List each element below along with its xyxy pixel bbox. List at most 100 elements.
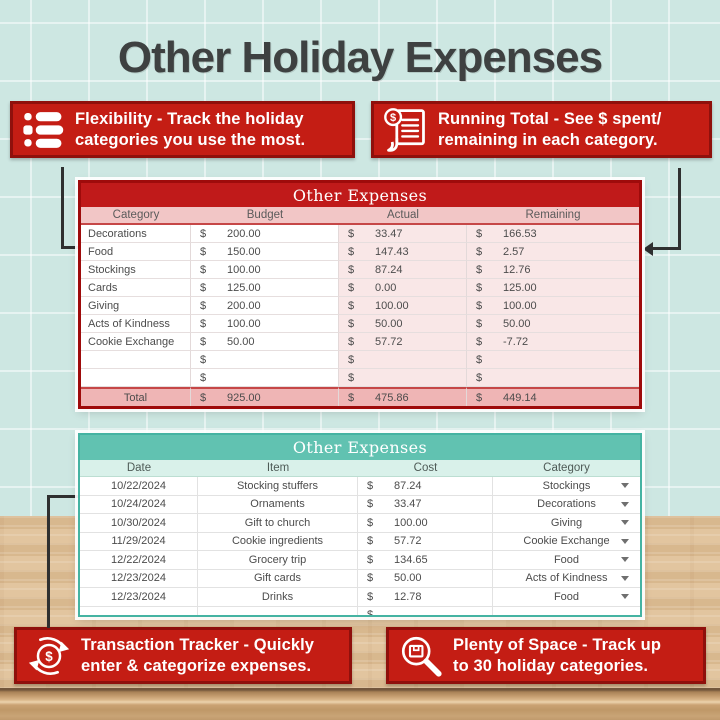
cell-actual[interactable]: $87.24: [339, 261, 467, 279]
dropdown-arrow-icon[interactable]: [621, 501, 629, 507]
cell-category[interactable]: Giving: [81, 297, 191, 315]
cell-budget[interactable]: $: [191, 369, 339, 387]
budget-summary-table: Other Expenses Category Budget Actual Re…: [78, 180, 642, 409]
currency-symbol: $: [200, 353, 207, 366]
cell-budget[interactable]: $200.00: [191, 225, 339, 243]
total-actual[interactable]: $475.86: [339, 387, 467, 406]
cell-tx-item[interactable]: Stocking stuffers: [198, 477, 358, 496]
cell-remaining[interactable]: $12.76: [467, 261, 639, 279]
cell-category[interactable]: Cards: [81, 279, 191, 297]
cell-tx-date[interactable]: 12/23/2024: [80, 588, 198, 607]
cell-remaining[interactable]: $2.57: [467, 243, 639, 261]
cell-tx-cost[interactable]: $57.72: [358, 532, 493, 551]
cell-actual[interactable]: $33.47: [339, 225, 467, 243]
callout-plenty-of-space-line1: Plenty of Space - Track up: [453, 636, 661, 655]
cell-budget[interactable]: $150.00: [191, 243, 339, 261]
cell-tx-cost[interactable]: $50.00: [358, 569, 493, 588]
cell-category[interactable]: Acts of Kindness: [81, 315, 191, 333]
callout-transaction-tracker-line2: enter & categorize expenses.: [81, 656, 312, 675]
budget-row: Cards $125.00 $0.00 $125.00: [81, 279, 639, 297]
cell-actual[interactable]: $57.72: [339, 333, 467, 351]
cell-tx-cost[interactable]: $33.47: [358, 495, 493, 514]
cell-tx-item[interactable]: Ornaments: [198, 495, 358, 514]
cell-category[interactable]: [81, 351, 191, 369]
cell-tx-date[interactable]: 10/24/2024: [80, 495, 198, 514]
amount: 100.00: [227, 317, 261, 330]
amount: 100.00: [394, 516, 428, 529]
cell-tx-category[interactable]: Decorations: [493, 495, 640, 514]
cell-tx-item[interactable]: [198, 606, 358, 615]
cell-tx-item[interactable]: Gift to church: [198, 514, 358, 533]
cell-tx-category[interactable]: Cookie Exchange: [493, 532, 640, 551]
cell-category[interactable]: Stockings: [81, 261, 191, 279]
dropdown-arrow-icon[interactable]: [621, 557, 629, 563]
cell-category[interactable]: [81, 369, 191, 387]
budget-table-title: Other Expenses: [81, 183, 639, 207]
cell-tx-cost[interactable]: $87.24: [358, 477, 493, 496]
cell-tx-date[interactable]: 11/29/2024: [80, 532, 198, 551]
currency-symbol: $: [200, 317, 207, 330]
cell-remaining[interactable]: $125.00: [467, 279, 639, 297]
amount: 147.43: [375, 245, 409, 258]
cell-remaining[interactable]: $100.00: [467, 297, 639, 315]
cell-budget[interactable]: $200.00: [191, 297, 339, 315]
total-budget[interactable]: $925.00: [191, 387, 339, 406]
cell-actual[interactable]: $50.00: [339, 315, 467, 333]
budget-total-row: Total $925.00 $475.86 $449.14: [81, 387, 639, 406]
cell-actual[interactable]: $0.00: [339, 279, 467, 297]
cell-category[interactable]: Cookie Exchange: [81, 333, 191, 351]
cell-budget[interactable]: $100.00: [191, 315, 339, 333]
cell-tx-category[interactable]: Food: [493, 588, 640, 607]
cell-tx-date[interactable]: 12/22/2024: [80, 551, 198, 570]
currency-symbol: $: [367, 535, 374, 548]
dropdown-arrow-icon[interactable]: [621, 483, 629, 489]
cell-tx-category[interactable]: Acts of Kindness: [493, 569, 640, 588]
cell-tx-cost[interactable]: $12.78: [358, 588, 493, 607]
transaction-row: 12/23/2024 Gift cards $50.00 Acts of Kindne…: [80, 569, 640, 588]
cell-budget[interactable]: $: [191, 351, 339, 369]
cell-tx-category[interactable]: Stockings: [493, 477, 640, 496]
dropdown-arrow-icon[interactable]: [621, 575, 629, 581]
cell-tx-item[interactable]: Drinks: [198, 588, 358, 607]
cell-actual[interactable]: $: [339, 369, 467, 387]
cell-tx-date[interactable]: 10/22/2024: [80, 477, 198, 496]
cell-tx-item[interactable]: Grocery trip: [198, 551, 358, 570]
callout-running-total: $ Running Total - See $ spent/ remaining…: [371, 101, 712, 158]
currency-symbol: $: [348, 245, 355, 258]
cell-tx-category[interactable]: Food: [493, 551, 640, 570]
dollar-cycle-icon: $: [28, 636, 70, 675]
cell-remaining[interactable]: $166.53: [467, 225, 639, 243]
cell-tx-date[interactable]: 10/30/2024: [80, 514, 198, 533]
cell-tx-cost[interactable]: $134.65: [358, 551, 493, 570]
cell-tx-category[interactable]: [493, 606, 640, 615]
cell-tx-item[interactable]: Cookie ingredients: [198, 532, 358, 551]
total-remaining[interactable]: $449.14: [467, 387, 639, 406]
cell-remaining[interactable]: $ -7.72: [467, 333, 639, 351]
cell-budget[interactable]: $50.00: [191, 333, 339, 351]
currency-symbol: $: [367, 516, 374, 529]
cell-budget[interactable]: $100.00: [191, 261, 339, 279]
transaction-row: 10/22/2024 Stocking stuffers $87.24 Stockin…: [80, 477, 640, 496]
dropdown-arrow-icon[interactable]: [621, 594, 629, 600]
cell-tx-date[interactable]: 12/23/2024: [80, 569, 198, 588]
transaction-row: 12/22/2024 Grocery trip $134.65 Food: [80, 551, 640, 570]
cell-tx-item[interactable]: Gift cards: [198, 569, 358, 588]
cell-remaining[interactable]: $: [467, 369, 639, 387]
cell-actual[interactable]: $: [339, 351, 467, 369]
cell-tx-category[interactable]: Giving: [493, 514, 640, 533]
cell-remaining[interactable]: $50.00: [467, 315, 639, 333]
amount: 12.78: [394, 590, 422, 603]
cell-tx-date[interactable]: [80, 606, 198, 615]
cell-remaining[interactable]: $: [467, 351, 639, 369]
list-icon: [23, 111, 64, 148]
cell-tx-cost[interactable]: $100.00: [358, 514, 493, 533]
cell-actual[interactable]: $147.43: [339, 243, 467, 261]
amount: 200.00: [227, 227, 261, 240]
dropdown-arrow-icon[interactable]: [621, 538, 629, 544]
cell-actual[interactable]: $100.00: [339, 297, 467, 315]
cell-category[interactable]: Decorations: [81, 225, 191, 243]
dropdown-arrow-icon[interactable]: [621, 520, 629, 526]
cell-category[interactable]: Food: [81, 243, 191, 261]
cell-budget[interactable]: $125.00: [191, 279, 339, 297]
cell-tx-cost[interactable]: $: [358, 606, 493, 615]
